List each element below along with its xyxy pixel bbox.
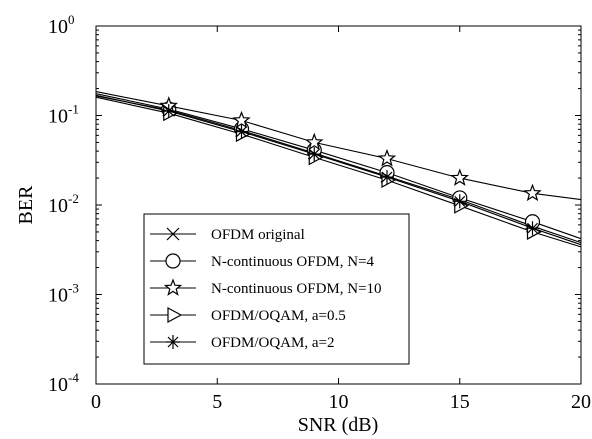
x-tick-label: 20 [571,391,591,413]
data-point-marker [377,148,397,167]
series-line [95,91,582,201]
legend-marker [163,278,183,296]
x-tick-label: 0 [91,391,101,413]
series-line [95,93,582,240]
legend-label: OFDM/OQAM, a=2 [211,335,334,351]
data-point-marker [452,194,467,209]
legend-item: OFDM/OQAM, a=0.5 [150,306,346,324]
legend-item: OFDM/OQAM, a=2 [150,335,334,351]
x-tick-label: 5 [212,391,222,413]
data-point-marker [450,168,470,186]
y-tick-label: 10 [48,195,68,217]
legend: OFDM original N-continuous OFDM, N=4 N-con… [143,213,410,365]
legend-marker [166,227,180,241]
y-tick-label: 10 [48,285,68,307]
y-tick-exponent: -3 [68,281,79,296]
data-point-marker [161,104,176,119]
legend-label: OFDM/OQAM, a=0.5 [211,308,346,324]
data-point-marker [232,110,251,129]
y-tick-label: 10 [48,374,68,396]
legend-item: OFDM original [150,227,305,243]
data-series [95,91,582,248]
legend-label: OFDM original [211,227,305,243]
data-point-marker [234,124,249,139]
legend-marker [167,306,183,324]
y-tick-exponent: -2 [68,191,79,206]
legend-label: N-continuous OFDM, N=4 [211,254,375,270]
x-tick-label: 15 [450,391,470,413]
x-tick-label: 10 [329,391,349,413]
y-tick-label: 10 [48,106,68,128]
series-asterisk [95,94,582,246]
data-point-marker [380,170,394,185]
x-axis-title: SNR (dB) [298,414,379,436]
y-axis-title: BER [15,185,37,225]
legend-marker [166,335,180,349]
legend-item: N-continuous OFDM, N=10 [150,278,382,297]
data-point-marker [307,147,322,162]
series-line [95,94,582,246]
legend-box [143,213,410,365]
y-tick-exponent: -1 [68,102,79,117]
y-tick-label: 10 [48,16,68,38]
y-tick-exponent: 0 [68,12,75,27]
axis-ticks [95,25,582,385]
y-tick-exponent: -4 [68,370,79,385]
series-line [95,95,582,244]
x-tick-labels: 0 5 10 15 20 [91,391,591,413]
data-point-marker [523,183,542,202]
data-point-marker [304,132,324,151]
legend-marker [165,253,181,269]
legend-label: N-continuous OFDM, N=10 [211,281,382,297]
legend-item: N-continuous OFDM, N=4 [150,253,375,270]
data-point-marker [525,221,540,236]
series-line [95,96,582,248]
